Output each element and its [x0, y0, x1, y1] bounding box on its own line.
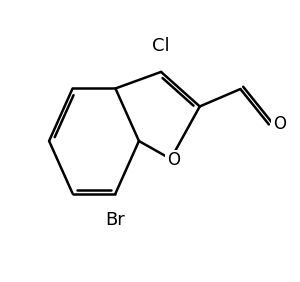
Text: O: O [167, 151, 180, 169]
Text: Br: Br [106, 211, 125, 229]
Text: O: O [273, 115, 286, 133]
Text: Cl: Cl [152, 37, 170, 55]
